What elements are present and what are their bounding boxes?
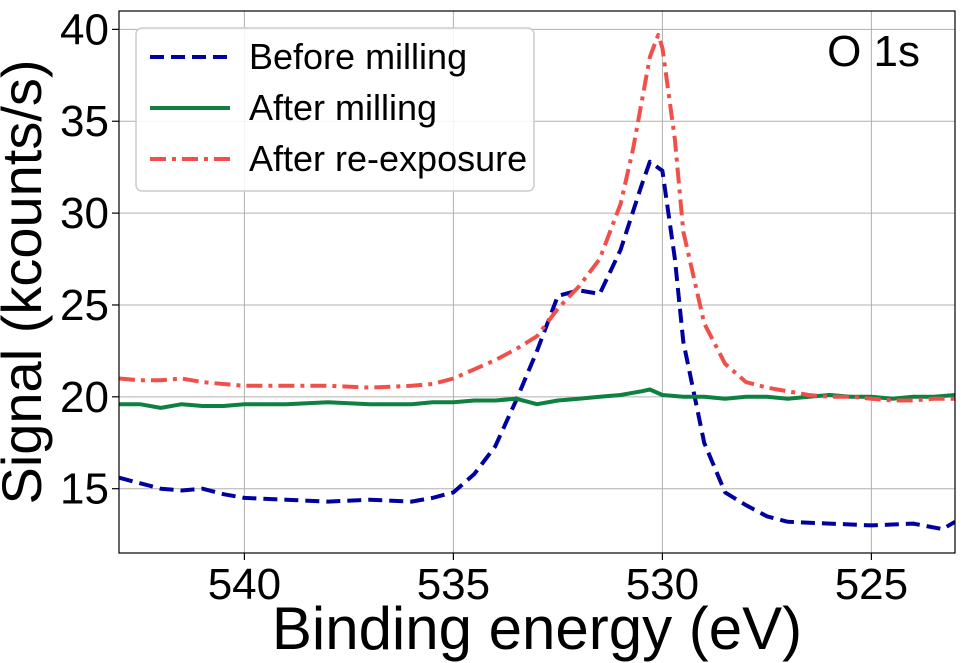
legend: Before milling After milling After re-expo… [135,27,535,192]
x-tick-label: 530 [626,560,699,609]
legend-box [135,27,535,192]
y-tick-label: 20 [60,373,109,422]
core-level-annotation: O 1s [827,27,920,76]
x-tick-label: 525 [835,560,908,609]
y-tick-label: 40 [60,5,109,54]
y-tick-label: 35 [60,97,109,146]
legend-label: Before milling [249,36,467,77]
x-axis-ticks: 540 535 530 525 [208,553,908,609]
x-axis-label: Binding energy (eV) [272,595,802,662]
x-tick-label: 540 [208,560,281,609]
plot-frame [118,10,956,554]
legend-label: After milling [249,87,437,128]
legend-label: After re-exposure [249,138,527,179]
series-group [119,32,955,532]
y-tick-label: 15 [60,465,109,514]
series-line-after-re-exposure [119,32,955,403]
x-tick-label: 535 [417,560,490,609]
y-axis-ticks: 15 20 25 30 35 40 [60,5,119,514]
series-line-before-milling [119,159,955,532]
y-axis-label: Signal (kcounts/s) [0,59,53,504]
y-tick-label: 25 [60,281,109,330]
y-tick-label: 30 [60,189,109,238]
